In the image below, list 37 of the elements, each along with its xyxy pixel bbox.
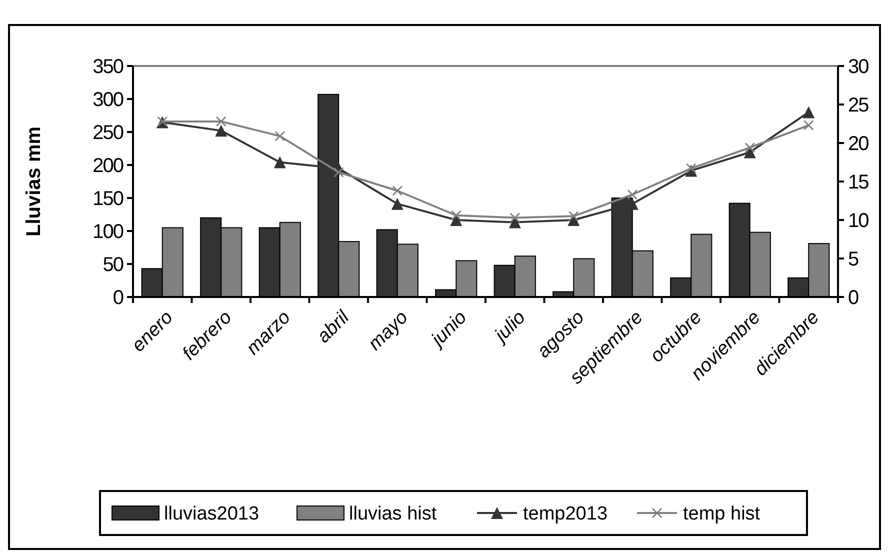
y2-tick-label: 0 [848,287,859,309]
y-tick-label: 100 [92,221,124,243]
point [627,190,638,200]
y-tick-label: 350 [92,56,124,78]
point [802,106,815,118]
point [274,131,285,142]
point [216,116,226,126]
point [744,142,755,153]
legend-label: lluvias hist [349,504,438,525]
point [686,163,696,174]
y-tick-label: 200 [92,155,124,177]
y2-tick-label: 10 [848,210,870,232]
point [450,214,462,226]
point [568,211,579,222]
point [334,167,344,178]
y2-tick-label: 30 [848,56,870,78]
point [215,124,228,137]
point [804,120,814,130]
y-tick-label: 150 [92,188,124,210]
y-axis-title: Lluvias mm [23,126,45,237]
legend-label: temp hist [683,504,761,525]
y-tick-label: 250 [92,122,124,144]
legend-label: lluvias2013 [164,504,260,525]
legend-label: temp2013 [523,504,608,525]
y2-tick-label: 25 [848,94,870,116]
point [274,156,286,168]
y2-tick-label: 20 [848,133,870,155]
y2-tick-label: 15 [848,172,870,194]
y2-tick-label: 5 [848,248,859,270]
point [391,198,404,210]
point [510,212,520,223]
point [392,186,402,196]
point [451,210,462,220]
y-tick-label: 0 [112,287,124,309]
y-tick-label: 50 [102,254,124,276]
point [508,216,521,228]
y-tick-label: 300 [92,89,124,111]
